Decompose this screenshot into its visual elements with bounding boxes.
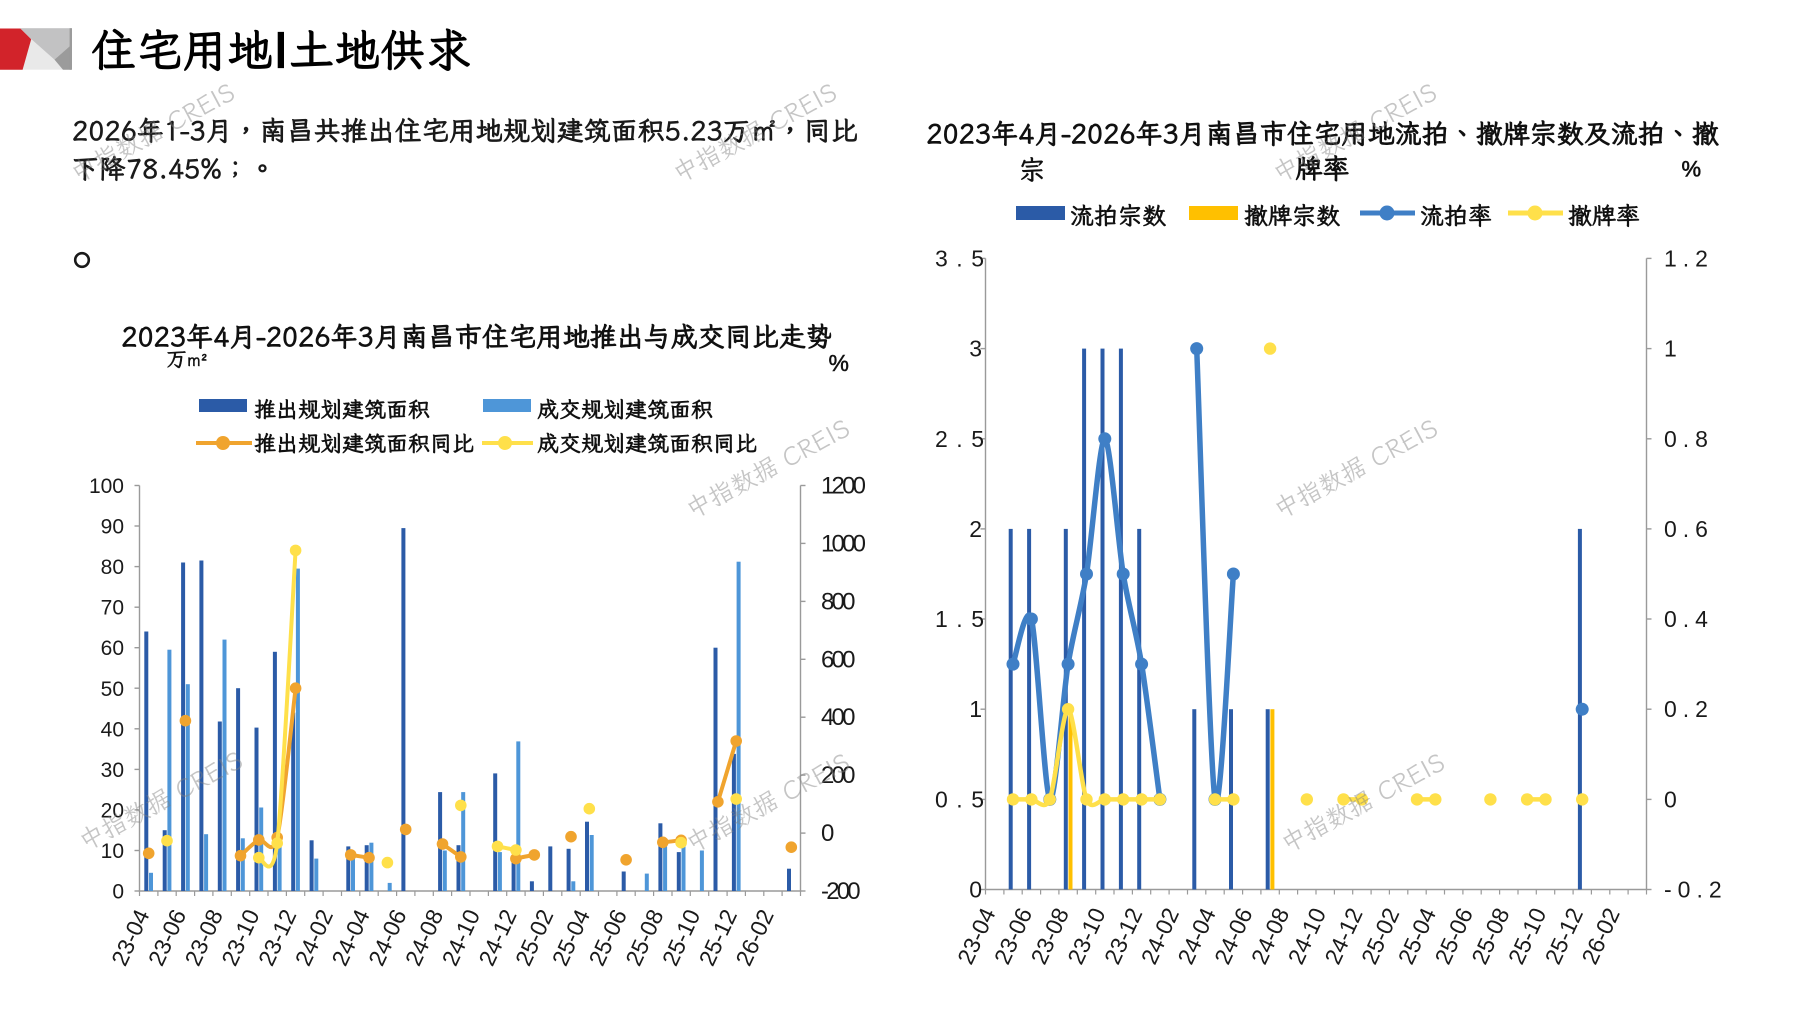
svg-text:流拍率: 流拍率 — [1420, 199, 1492, 231]
svg-text:-200: -200 — [821, 878, 860, 905]
svg-text:1200: 1200 — [821, 473, 866, 500]
svg-text:2023年4月-2026年3月南昌市住宅用地推出与成交同比走: 2023年4月-2026年3月南昌市住宅用地推出与成交同比走势 — [121, 318, 832, 354]
svg-text:40: 40 — [101, 718, 124, 741]
svg-text:万m²: 万m² — [166, 344, 207, 372]
svg-text:%: % — [1682, 157, 1702, 182]
svg-text:3.5: 3.5 — [935, 245, 992, 271]
svg-text:0.8: 0.8 — [1664, 426, 1714, 452]
svg-text:100: 100 — [89, 475, 124, 498]
svg-text:0: 0 — [1664, 786, 1677, 812]
svg-text:%: % — [829, 350, 849, 376]
svg-text:0.4: 0.4 — [1664, 606, 1714, 632]
svg-text:1.2: 1.2 — [1664, 245, 1714, 271]
svg-text:10: 10 — [101, 840, 124, 863]
svg-text:1000: 1000 — [821, 530, 866, 557]
svg-text:400: 400 — [821, 704, 855, 731]
svg-text:0.5: 0.5 — [935, 786, 992, 812]
svg-text:成交规划建筑面积: 成交规划建筑面积 — [537, 395, 713, 424]
svg-text:2.5: 2.5 — [935, 426, 992, 452]
svg-text:30: 30 — [101, 759, 124, 782]
svg-text:80: 80 — [101, 556, 124, 579]
svg-text:1.5: 1.5 — [935, 606, 992, 632]
svg-text:0: 0 — [112, 881, 124, 904]
svg-text:0.6: 0.6 — [1664, 516, 1714, 542]
svg-text:20: 20 — [101, 799, 124, 822]
svg-text:50: 50 — [101, 678, 124, 701]
svg-text:2: 2 — [969, 516, 982, 542]
svg-text:1: 1 — [969, 696, 982, 722]
svg-text:2023年4月-2026年3月南昌市住宅用地流拍、撤牌宗数及: 2023年4月-2026年3月南昌市住宅用地流拍、撤牌宗数及流拍、撤 — [926, 115, 1718, 151]
svg-text:牌率: 牌率 — [1296, 150, 1350, 186]
svg-text:推出规划建筑面积: 推出规划建筑面积 — [254, 395, 430, 424]
svg-text:成交规划建筑面积同比: 成交规划建筑面积同比 — [537, 429, 757, 458]
svg-text:流拍宗数: 流拍宗数 — [1070, 199, 1166, 231]
svg-text:3: 3 — [969, 336, 982, 362]
svg-text:90: 90 — [101, 516, 124, 539]
svg-text:宗: 宗 — [1019, 153, 1045, 187]
svg-text:撤牌率: 撤牌率 — [1568, 199, 1640, 231]
svg-text:200: 200 — [821, 762, 855, 789]
svg-text:-0.2: -0.2 — [1664, 877, 1728, 903]
svg-text:0: 0 — [821, 820, 834, 847]
svg-text:推出规划建筑面积同比: 推出规划建筑面积同比 — [254, 429, 474, 458]
svg-text:撤牌宗数: 撤牌宗数 — [1244, 199, 1340, 231]
svg-text:60: 60 — [101, 637, 124, 660]
svg-text:0.2: 0.2 — [1664, 696, 1714, 722]
svg-text:70: 70 — [101, 597, 124, 620]
svg-text:600: 600 — [821, 646, 855, 673]
svg-text:800: 800 — [821, 588, 855, 615]
svg-text:0: 0 — [969, 877, 982, 903]
svg-text:1: 1 — [1664, 336, 1677, 362]
